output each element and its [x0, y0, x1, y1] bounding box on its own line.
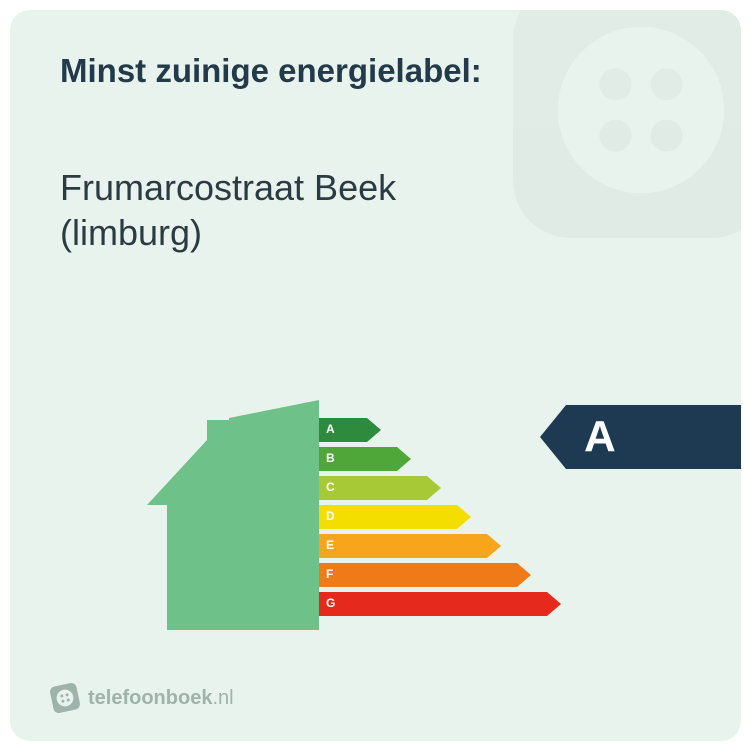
- house-icon: [147, 400, 319, 630]
- energy-bar-letter: F: [326, 567, 333, 581]
- energy-bar-letter: B: [326, 451, 335, 465]
- energy-bar-letter: G: [326, 596, 335, 610]
- address-line-2: (limburg): [60, 212, 202, 253]
- rating-label: A: [566, 405, 741, 469]
- address-block: Frumarcostraat Beek (limburg): [60, 165, 396, 255]
- energy-bar-letter: E: [326, 538, 334, 552]
- brand-icon: [47, 680, 83, 716]
- address-line-1: Frumarcostraat Beek: [60, 167, 396, 208]
- rating-arrow-icon: [540, 405, 566, 469]
- brand-name: telefoonboek: [88, 687, 212, 709]
- energy-bar-letter: A: [326, 422, 335, 436]
- page-title: Minst zuinige energielabel:: [60, 52, 482, 90]
- energy-bar-letter: D: [326, 509, 335, 523]
- energy-label-chart: A B C D E F G: [147, 400, 597, 630]
- info-card: Minst zuinige energielabel: Frumarcostra…: [10, 10, 741, 741]
- energy-bar-letter: C: [326, 480, 335, 494]
- rating-badge: A: [540, 405, 741, 469]
- watermark-icon: [481, 10, 741, 270]
- brand-tld: .nl: [212, 687, 233, 709]
- brand-text: telefoonboek.nl: [88, 687, 234, 710]
- footer-brand: telefoonboek.nl: [50, 683, 234, 713]
